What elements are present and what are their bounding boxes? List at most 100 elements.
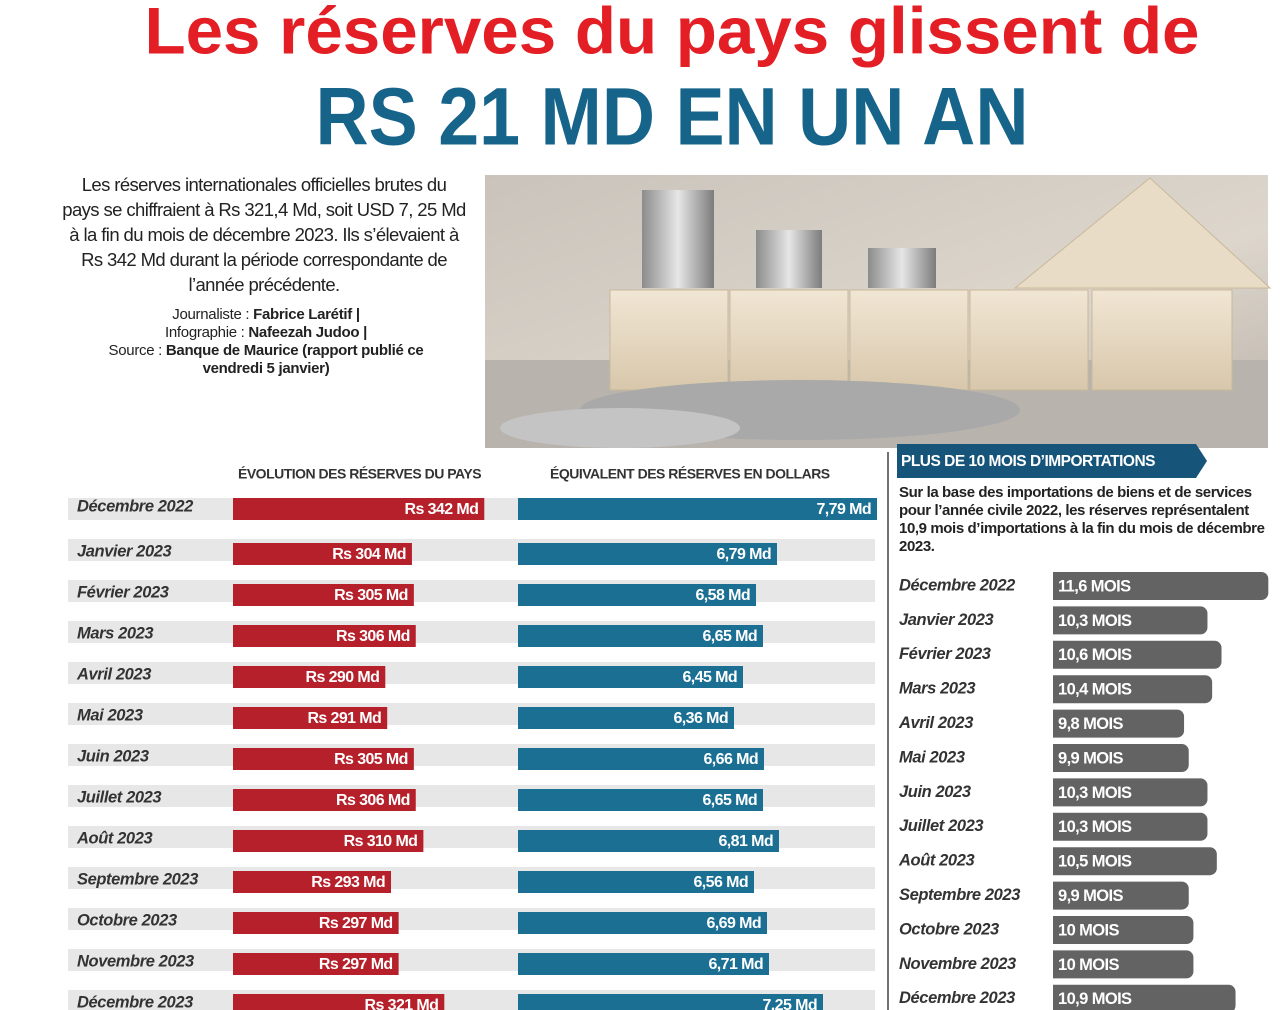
category-label: Juillet 2023 <box>899 817 983 835</box>
chart-title: ÉQUIVALENT DES RÉSERVES EN DOLLARS <box>550 466 830 482</box>
value-label: 6,66 Md <box>704 751 759 768</box>
bar <box>518 789 763 811</box>
credit-value: Nafeezah Judoo | <box>248 324 367 341</box>
bar <box>518 912 767 934</box>
bar <box>518 953 769 975</box>
value-label: 6,65 Md <box>703 792 758 809</box>
value-label: Rs 291 Md <box>307 710 381 727</box>
value-label: 10,6 MOIS <box>1058 646 1132 664</box>
chart-title: PLUS DE 10 MOIS D’IMPORTATIONS <box>901 453 1155 470</box>
title-line-1: Les réserves du pays glissent de <box>145 0 1200 67</box>
value-label: 10 MOIS <box>1058 921 1120 939</box>
value-label: 10,9 MOIS <box>1058 990 1132 1008</box>
value-label: 6,71 Md <box>709 956 764 973</box>
bar <box>518 748 764 770</box>
value-label: Rs 304 Md <box>332 546 406 563</box>
category-label: Janvier 2023 <box>899 611 994 629</box>
category-label: Novembre 2023 <box>77 952 194 970</box>
bar <box>233 871 392 893</box>
category-label: Juillet 2023 <box>77 788 161 806</box>
value-label: Rs 306 Md <box>336 628 410 645</box>
bar <box>1053 812 1208 841</box>
value-label: 9,8 MOIS <box>1058 715 1123 733</box>
value-label: 9,9 MOIS <box>1058 887 1123 905</box>
category-label: Mai 2023 <box>77 706 143 724</box>
category-label: Août 2023 <box>898 852 974 870</box>
value-label: 9,9 MOIS <box>1058 749 1123 767</box>
category-label: Septembre 2023 <box>899 886 1020 904</box>
value-label: 6,58 Md <box>696 587 751 604</box>
bar <box>518 625 763 647</box>
category-label: Décembre 2022 <box>77 497 193 515</box>
value-label: 6,45 Md <box>683 669 738 686</box>
credit: Source : Banque de Maurice (rapport publ… <box>80 342 452 378</box>
bar <box>1053 950 1194 979</box>
charts: ÉVOLUTION DES RÉSERVES DU PAYS Décembre 2… <box>68 453 1269 1010</box>
credit-label: Infographie : <box>165 324 245 341</box>
category-label: Novembre 2023 <box>899 955 1016 973</box>
value-label: 6,65 Md <box>703 628 758 645</box>
category-label: Mars 2023 <box>899 680 975 698</box>
credit-label: Source : <box>108 342 163 359</box>
bar <box>1053 881 1189 910</box>
category-label: Octobre 2023 <box>77 911 177 929</box>
value-label: Rs 310 Md <box>344 833 418 850</box>
category-label: Juin 2023 <box>77 747 149 765</box>
intro: Les réserves internationales officielles… <box>62 174 466 295</box>
bar <box>518 666 743 688</box>
value-label: 6,56 Md <box>694 874 749 891</box>
category-label: Octobre 2023 <box>899 920 999 938</box>
category-label: Avril 2023 <box>898 714 973 732</box>
photo <box>485 175 1272 448</box>
value-label: Rs 297 Md <box>319 956 393 973</box>
value-label: 10,4 MOIS <box>1058 681 1132 699</box>
bar <box>233 789 416 811</box>
value-label: Rs 321 Md <box>365 997 439 1010</box>
credit-label: Journaliste : <box>172 306 250 323</box>
value-label: Rs 290 Md <box>306 669 380 686</box>
bar <box>518 543 777 565</box>
category-label: Décembre 2023 <box>899 989 1015 1007</box>
value-label: 6,69 Md <box>707 915 762 932</box>
bar <box>1053 640 1222 669</box>
value-label: 10,5 MOIS <box>1058 853 1132 871</box>
bar <box>1053 778 1208 807</box>
subtitle: Sur la base des importations de biens et… <box>899 484 1265 555</box>
category-label: Août 2023 <box>76 829 152 847</box>
title-line-2: RS 21 MD EN UN AN <box>316 72 1029 163</box>
row-band <box>68 662 875 684</box>
bar <box>518 707 734 729</box>
bar <box>1053 916 1194 944</box>
bar <box>1053 675 1213 704</box>
value-label: Rs 305 Md <box>334 587 408 604</box>
chart-title: ÉVOLUTION DES RÉSERVES DU PAYS <box>238 466 481 482</box>
value-label: Rs 306 Md <box>336 792 410 809</box>
value-label: 7,25 Md <box>763 997 818 1010</box>
bar <box>233 912 399 934</box>
value-label: 6,81 Md <box>719 833 774 850</box>
bar <box>518 584 756 606</box>
bar <box>233 666 386 688</box>
value-label: 10,3 MOIS <box>1058 612 1132 630</box>
value-label: 6,79 Md <box>717 546 772 563</box>
category-label: Février 2023 <box>899 645 991 663</box>
category-label: Décembre 2022 <box>899 576 1015 594</box>
credits: Journaliste : Fabrice Larétif | Infograp… <box>80 306 452 378</box>
bar <box>233 994 445 1010</box>
category-label: Janvier 2023 <box>77 542 172 560</box>
category-label: Février 2023 <box>77 583 169 601</box>
category-label: Décembre 2023 <box>77 993 193 1010</box>
category-label: Mai 2023 <box>899 748 965 766</box>
category-label: Septembre 2023 <box>77 870 198 888</box>
credit-value: Fabrice Larétif | <box>253 306 360 323</box>
bar <box>233 543 412 565</box>
value-label: Rs 297 Md <box>319 915 393 932</box>
value-label: Rs 342 Md <box>405 501 479 518</box>
bar <box>1053 572 1269 600</box>
bar <box>1053 984 1236 1010</box>
value-label: Rs 305 Md <box>334 751 408 768</box>
ribbon <box>897 444 1207 478</box>
bar <box>233 625 416 647</box>
